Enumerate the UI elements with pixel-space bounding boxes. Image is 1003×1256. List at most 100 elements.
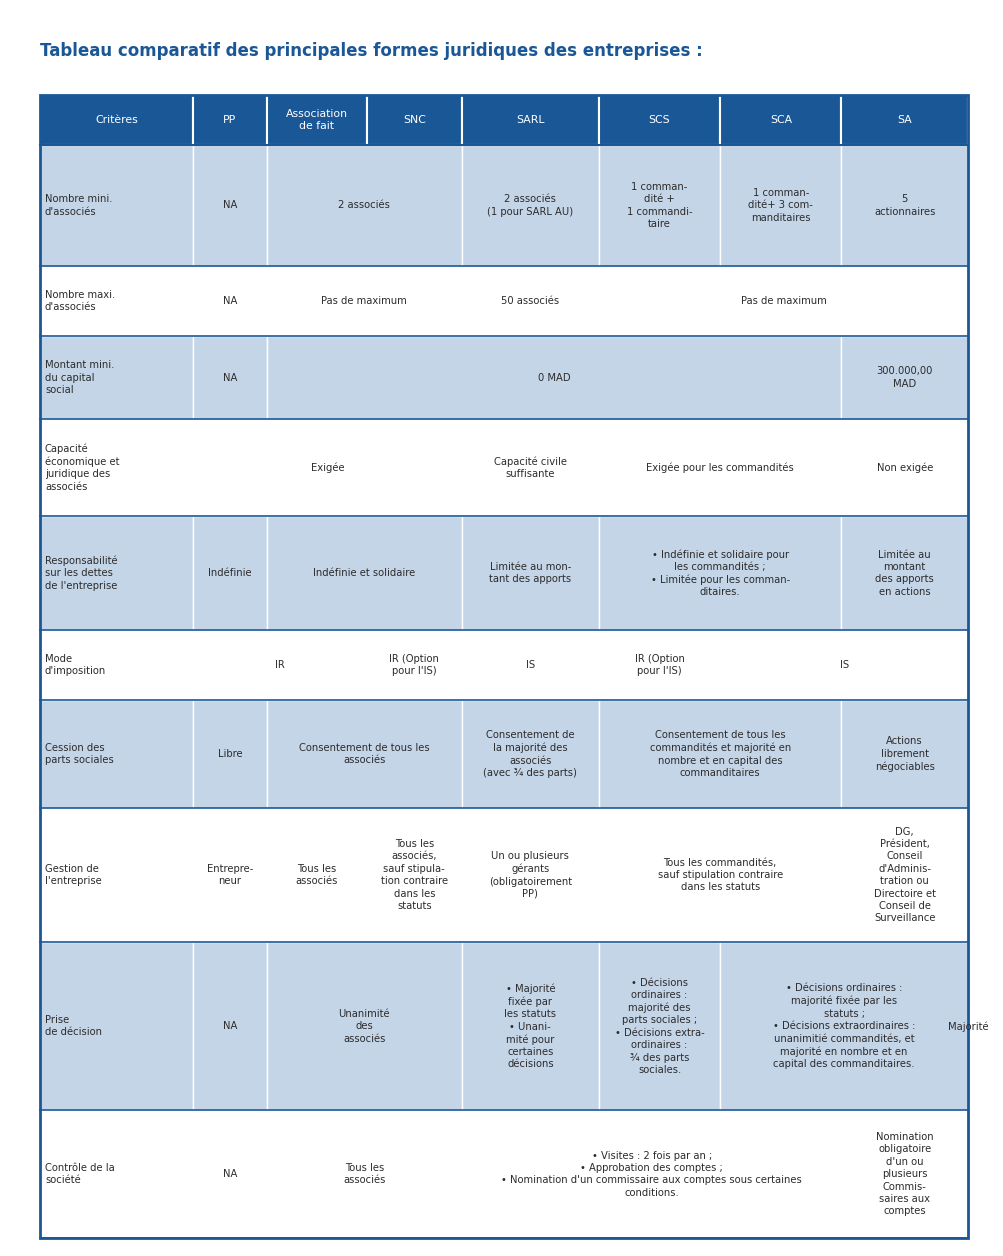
Text: Majorité: Majorité [947,1021,987,1031]
Bar [599,95,719,144]
Bar [366,808,461,942]
Bar [461,701,599,808]
Text: Consentement de tous les
commandités et majorité en
nombre et en capital des
com: Consentement de tous les commandités et … [649,730,790,777]
Text: Indéfinie et solidaire: Indéfinie et solidaire [313,568,415,578]
Text: Contrôle de la
société: Contrôle de la société [45,1163,114,1186]
Bar [193,95,267,144]
Text: Unanimité
des
associés: Unanimité des associés [338,1009,390,1044]
Bar [267,335,841,420]
Text: Tous les
associés: Tous les associés [343,1163,385,1186]
Bar [599,701,841,808]
Bar [841,701,967,808]
Text: IR (Option
pour l'IS): IR (Option pour l'IS) [634,654,684,677]
Text: Exigée: Exigée [310,462,344,474]
Bar [599,420,841,516]
Text: Nombre mini.
d'associés: Nombre mini. d'associés [45,195,112,217]
Bar [267,701,461,808]
Text: Un ou plusieurs
gérants
(obligatoirement
PP): Un ou plusieurs gérants (obligatoirement… [488,852,572,899]
Text: NA: NA [223,201,237,211]
Text: 0 MAD: 0 MAD [538,373,570,383]
Text: Association
de fait: Association de fait [286,109,347,131]
Text: DG,
Président,
Conseil
d'Adminis-
tration ou
Directoire et
Conseil de
Surveillan: DG, Président, Conseil d'Adminis- tratio… [873,826,935,923]
Text: Consentement de tous les
associés: Consentement de tous les associés [299,742,429,765]
Text: Entrepre-
neur: Entrepre- neur [207,864,253,887]
Bar [40,1110,193,1238]
Text: Consentement de
la majorité des
associés
(avec ¾ des parts): Consentement de la majorité des associés… [483,730,577,777]
Bar [193,631,366,701]
Text: NA: NA [223,1169,237,1179]
Bar [40,631,193,701]
Text: Prise
de décision: Prise de décision [45,1015,102,1037]
Text: IS: IS [526,661,535,671]
Bar [719,631,967,701]
Bar [461,1110,841,1238]
Bar [40,420,193,516]
Text: Limitée au
montant
des apports
en actions: Limitée au montant des apports en action… [875,550,933,597]
Bar [40,335,193,420]
Text: 2 associés
(1 pour SARL AU): 2 associés (1 pour SARL AU) [486,195,573,217]
Bar [599,516,841,631]
Bar [40,266,193,335]
Bar [461,266,599,335]
Bar [599,631,719,701]
Bar [841,420,967,516]
Text: Capacité
économique et
juridique des
associés: Capacité économique et juridique des ass… [45,443,119,492]
Bar [267,144,461,266]
Text: Tableau comparatif des principales formes juridiques des entreprises :: Tableau comparatif des principales forme… [40,41,702,60]
Bar [719,942,967,1110]
Text: Tous les
associés,
sauf stipula-
tion contraire
dans les
statuts: Tous les associés, sauf stipula- tion co… [380,839,447,911]
Text: IR: IR [275,661,285,671]
Text: Nombre maxi.
d'associés: Nombre maxi. d'associés [45,290,115,313]
Bar [267,942,461,1110]
Bar [461,144,599,266]
Text: • Visites : 2 fois par an ;
• Approbation des comptes ;
• Nomination d'un commis: • Visites : 2 fois par an ; • Approbatio… [500,1150,801,1198]
Bar [193,808,267,942]
Bar [40,95,193,144]
Text: 5
actionnaires: 5 actionnaires [874,195,935,217]
Text: IR (Option
pour l'IS): IR (Option pour l'IS) [389,654,439,677]
Text: Montant mini.
du capital
social: Montant mini. du capital social [45,360,114,394]
Bar [40,144,193,266]
Bar [841,516,967,631]
Bar [461,808,599,942]
Bar [193,516,267,631]
Bar [40,808,193,942]
Bar [193,335,267,420]
Bar [40,942,193,1110]
Bar [267,808,366,942]
Text: SNC: SNC [402,116,425,126]
Text: Pas de maximum: Pas de maximum [321,296,407,306]
Text: SA: SA [897,116,911,126]
Bar [461,95,599,144]
Text: Exigée pour les commandités: Exigée pour les commandités [646,462,793,474]
Bar [267,266,461,335]
Text: NA: NA [223,373,237,383]
Bar [193,701,267,808]
Bar [841,144,967,266]
Bar [841,335,967,420]
Text: Tous les commandités,
sauf stipulation contraire
dans les statuts: Tous les commandités, sauf stipulation c… [657,858,782,893]
Bar [719,95,841,144]
Bar [841,1110,967,1238]
Bar [461,942,599,1110]
Text: Indéfinie: Indéfinie [208,568,252,578]
Bar [267,1110,461,1238]
Text: SCA: SCA [769,116,791,126]
Text: 2 associés: 2 associés [338,201,390,211]
Text: Tous les
associés: Tous les associés [295,864,338,887]
Text: Pas de maximum: Pas de maximum [740,296,825,306]
Text: Responsabilité
sur les dettes
de l'entreprise: Responsabilité sur les dettes de l'entre… [45,555,117,590]
Text: Non exigée: Non exigée [876,462,932,474]
Bar [719,144,841,266]
Text: • Décisions
ordinaires :
majorité des
parts sociales ;
• Décisions extra-
ordina: • Décisions ordinaires : majorité des pa… [614,977,704,1075]
Text: SARL: SARL [516,116,544,126]
Text: Nomination
obligatoire
d'un ou
plusieurs
Commis-
saires aux
comptes: Nomination obligatoire d'un ou plusieurs… [875,1132,933,1216]
Text: 300.000,00
MAD: 300.000,00 MAD [876,367,932,389]
Bar [40,516,193,631]
Text: 1 comman-
dité +
1 commandi-
taire: 1 comman- dité + 1 commandi- taire [626,182,692,229]
Text: • Indéfinie et solidaire pour
les commandités ;
• Limitée pour les comman-
ditai: • Indéfinie et solidaire pour les comman… [650,549,789,598]
Bar [193,420,461,516]
Bar [599,144,719,266]
Bar [366,631,461,701]
Text: Limitée au mon-
tant des apports: Limitée au mon- tant des apports [488,561,571,584]
